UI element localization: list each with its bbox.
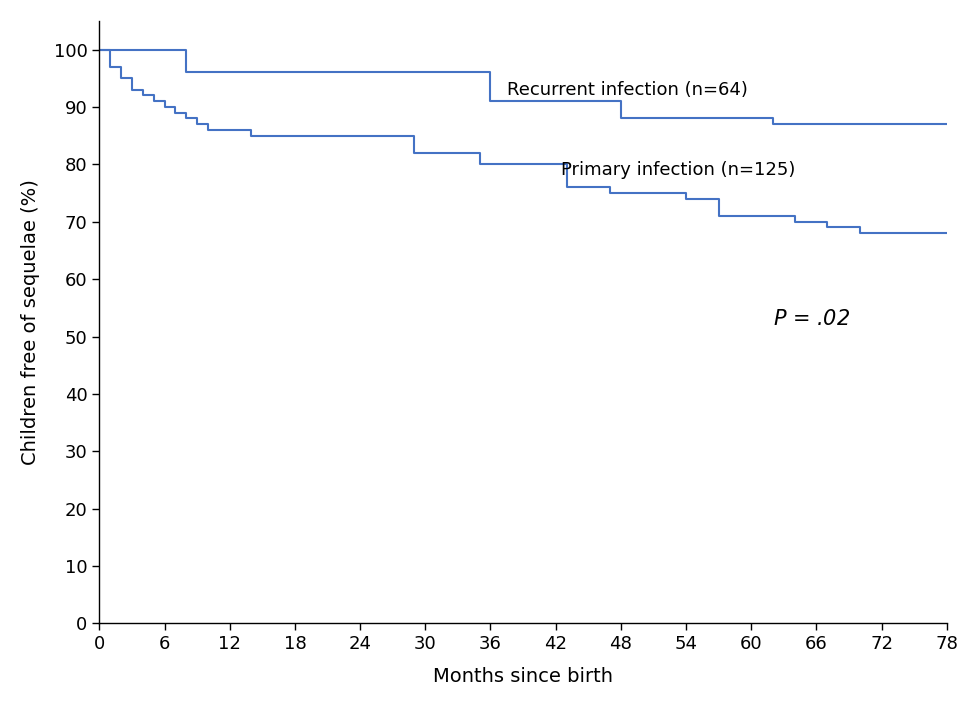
Text: Primary infection (n=125): Primary infection (n=125) (560, 161, 795, 179)
Text: $P$ = .02: $P$ = .02 (772, 309, 849, 329)
X-axis label: Months since birth: Months since birth (432, 667, 612, 686)
Text: Recurrent infection (n=64): Recurrent infection (n=64) (507, 81, 747, 99)
Y-axis label: Children free of sequelae (%): Children free of sequelae (%) (21, 179, 40, 465)
